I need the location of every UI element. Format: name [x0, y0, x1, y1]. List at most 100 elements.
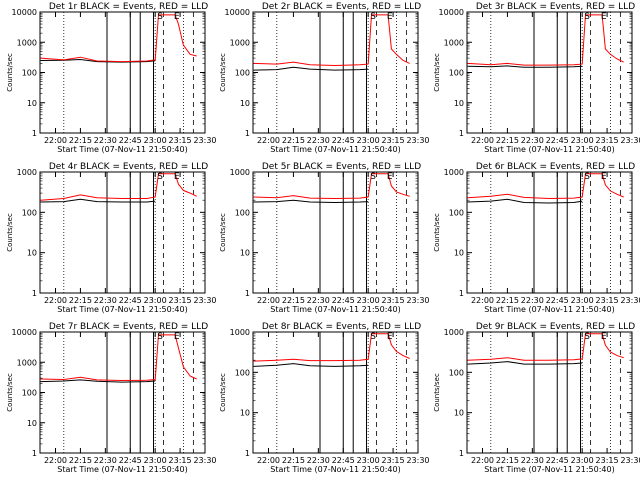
panel-det-4r: Det 4r BLACK = Events, RED = LLD 1 10 100 10…	[6, 162, 217, 314]
x-tick-label: 22:15	[282, 296, 305, 305]
panel-det-8r: Det 8r BLACK = Events, RED = LLD 1 10 100 10…	[219, 322, 430, 474]
panel-det-1r: Det 1r BLACK = Events, RED = LLD 1 10 100 10…	[6, 2, 217, 154]
x-tick-label: 23:15	[382, 136, 405, 145]
x-axis-label: Start Time (07-Nov-11 21:50:40)	[484, 145, 614, 154]
x-tick-label: 23:15	[596, 136, 619, 145]
x-tick-label: 22:30	[94, 296, 117, 305]
y-tick-label: 10	[27, 249, 37, 258]
x-tick-label: 23:30	[193, 296, 216, 305]
series-events	[253, 199, 369, 204]
plot-frame	[466, 331, 633, 454]
x-tick-label: 23:30	[620, 296, 640, 305]
x-tick-label: 22:45	[546, 296, 569, 305]
plot-frame	[466, 171, 633, 294]
x-tick-label: 23:15	[169, 136, 192, 145]
y-tick-label: 1	[32, 129, 37, 138]
series-events	[467, 361, 583, 365]
x-tick-label: 22:45	[332, 296, 355, 305]
panel-title: Det 9r BLACK = Events, RED = LLD	[476, 322, 635, 332]
y-tick-label: 10	[454, 249, 464, 258]
annotation-start: S	[370, 12, 376, 22]
x-axis-label: Start Time (07-Nov-11 21:50:40)	[270, 145, 400, 154]
x-tick-label: 22:30	[521, 296, 544, 305]
x-tick-label: 22:15	[496, 136, 519, 145]
x-axis-label: Start Time (07-Nov-11 21:50:40)	[484, 465, 614, 474]
annotation-start: S	[370, 172, 376, 182]
panel-det-2r: Det 2r BLACK = Events, RED = LLD 1 10 100 10…	[219, 2, 430, 154]
y-tick-label: 1	[459, 289, 464, 298]
series-events	[40, 379, 156, 383]
x-tick-label: 23:00	[144, 296, 167, 305]
x-tick-label: 22:45	[546, 456, 569, 465]
y-axis-label: Counts/sec	[433, 213, 441, 252]
x-axis-label: Start Time (07-Nov-11 21:50:40)	[270, 305, 400, 314]
x-tick-label: 23:15	[169, 296, 192, 305]
series-lld	[253, 173, 410, 200]
x-axis-label: Start Time (07-Nov-11 21:50:40)	[484, 305, 614, 314]
y-tick-label: 1	[32, 449, 37, 458]
x-tick-label: 22:45	[546, 136, 569, 145]
series-lld	[467, 173, 624, 200]
panel-title: Det 6r BLACK = Events, RED = LLD	[476, 162, 635, 172]
annotation-start: S	[157, 172, 163, 182]
series-events	[467, 65, 583, 68]
x-tick-label: 23:00	[357, 136, 380, 145]
y-tick-label: 100	[235, 368, 250, 377]
x-tick-label: 22:45	[332, 136, 355, 145]
series-events	[253, 363, 369, 367]
x-tick-label: 22:30	[307, 456, 330, 465]
x-tick-label: 22:00	[257, 456, 280, 465]
panel-det-6r: Det 6r BLACK = Events, RED = LLD 1 10 100 10…	[433, 162, 640, 314]
y-tick-label: 1000	[444, 38, 464, 47]
y-tick-label: 1000	[17, 358, 37, 367]
x-tick-label: 23:15	[596, 296, 619, 305]
y-tick-label: 100	[22, 389, 37, 398]
x-tick-label: 23:15	[382, 456, 405, 465]
y-tick-label: 100	[22, 208, 37, 217]
y-tick-label: 1000	[230, 328, 250, 337]
panel-title: Det 4r BLACK = Events, RED = LLD	[49, 162, 208, 172]
x-axis-label: Start Time (07-Nov-11 21:50:40)	[270, 465, 400, 474]
x-tick-label: 22:15	[496, 296, 519, 305]
series-lld	[40, 14, 197, 63]
y-tick-label: 1000	[230, 168, 250, 177]
annotation-start: S	[584, 332, 590, 342]
panel-title: Det 3r BLACK = Events, RED = LLD	[476, 2, 635, 12]
panel-det-9r: Det 9r BLACK = Events, RED = LLD 1 10 100 10…	[433, 322, 640, 474]
series-events	[40, 198, 156, 203]
y-tick-label: 1	[245, 449, 250, 458]
x-tick-label: 22:30	[307, 136, 330, 145]
x-tick-label: 22:00	[257, 296, 280, 305]
x-tick-label: 22:00	[44, 136, 67, 145]
x-tick-label: 22:30	[94, 136, 117, 145]
x-tick-label: 22:15	[496, 456, 519, 465]
x-tick-label: 22:30	[307, 296, 330, 305]
y-tick-label: 1	[459, 129, 464, 138]
annotation-start: S	[584, 12, 590, 22]
panel-title: Det 5r BLACK = Events, RED = LLD	[262, 162, 421, 172]
series-lld	[467, 333, 624, 361]
x-tick-label: 23:00	[571, 456, 594, 465]
y-tick-label: 10000	[225, 8, 250, 17]
series-lld	[467, 14, 624, 66]
y-tick-label: 1000	[444, 168, 464, 177]
x-tick-label: 23:15	[596, 456, 619, 465]
x-tick-label: 23:00	[144, 136, 167, 145]
x-tick-label: 22:15	[282, 136, 305, 145]
x-tick-label: 23:30	[406, 296, 429, 305]
series-events	[253, 66, 369, 71]
annotation-end: E	[601, 172, 607, 182]
y-tick-label: 10	[27, 99, 37, 108]
x-axis-label: Start Time (07-Nov-11 21:50:40)	[57, 145, 187, 154]
x-tick-label: 23:30	[406, 456, 429, 465]
y-tick-label: 100	[449, 69, 464, 78]
x-tick-label: 22:45	[119, 296, 142, 305]
y-tick-label: 10	[240, 249, 250, 258]
y-tick-label: 1000	[17, 168, 37, 177]
x-tick-label: 23:00	[571, 296, 594, 305]
x-tick-label: 22:15	[69, 456, 92, 465]
x-tick-label: 22:30	[521, 136, 544, 145]
panel-title: Det 1r BLACK = Events, RED = LLD	[49, 2, 208, 12]
plot-frame	[252, 171, 419, 294]
